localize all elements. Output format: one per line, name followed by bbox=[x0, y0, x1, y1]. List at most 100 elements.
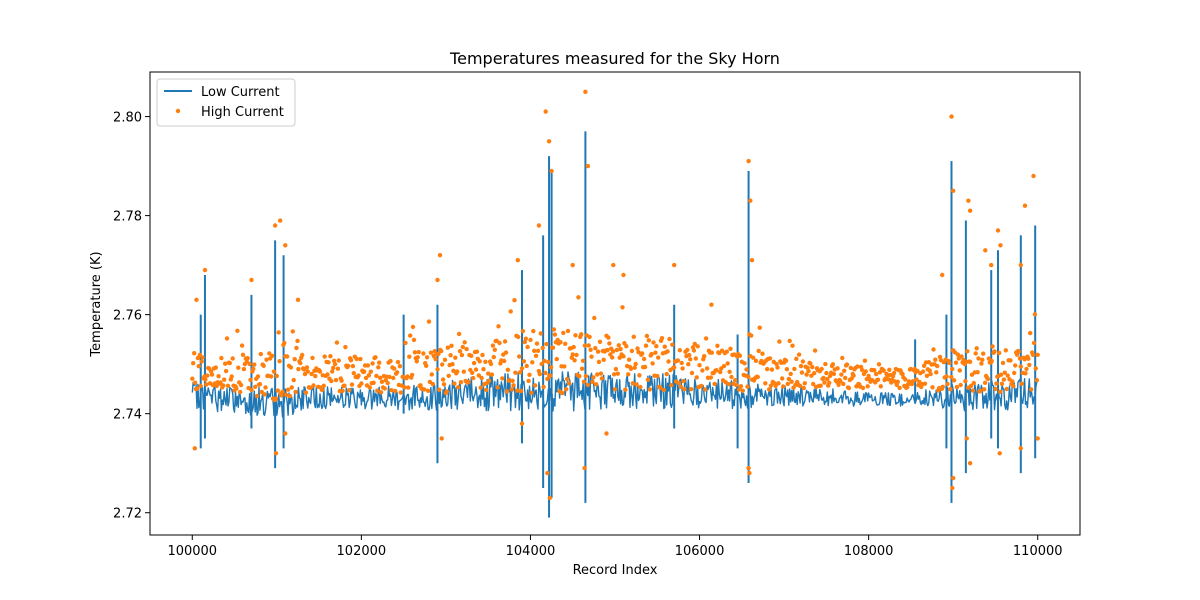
high-current-point bbox=[703, 336, 709, 341]
high-current-point bbox=[1002, 370, 1007, 375]
high-current-point bbox=[569, 355, 574, 360]
high-current-point bbox=[637, 373, 642, 378]
high-current-outlier bbox=[748, 198, 753, 203]
high-current-point bbox=[288, 365, 294, 370]
high-current-point bbox=[945, 381, 950, 387]
high-current-point bbox=[192, 351, 197, 356]
high-current-point bbox=[659, 336, 665, 341]
high-current-outlier bbox=[746, 465, 751, 471]
high-current-point bbox=[502, 339, 508, 344]
high-current-point bbox=[769, 367, 775, 372]
high-current-point bbox=[279, 393, 284, 398]
high-current-outlier bbox=[192, 446, 197, 451]
high-current-point bbox=[440, 362, 445, 367]
high-current-point bbox=[542, 358, 547, 364]
high-current-point bbox=[632, 365, 637, 370]
high-current-point bbox=[577, 374, 582, 379]
high-current-point bbox=[415, 355, 420, 360]
y-axis: 2.72 2.74 2.76 2.78 2.80 bbox=[113, 111, 150, 522]
high-current-point bbox=[319, 387, 325, 393]
high-current-point bbox=[878, 384, 883, 389]
high-current-point bbox=[205, 373, 210, 378]
high-current-outlier bbox=[998, 243, 1003, 248]
high-current-outlier bbox=[966, 198, 971, 203]
high-current-point bbox=[636, 349, 641, 355]
high-current-point bbox=[999, 381, 1005, 386]
high-current-point bbox=[376, 365, 381, 370]
high-current-point bbox=[293, 389, 298, 395]
high-current-point bbox=[252, 362, 257, 367]
high-current-point bbox=[492, 347, 497, 352]
high-current-point bbox=[533, 353, 539, 358]
high-current-point bbox=[509, 387, 514, 392]
high-current-point bbox=[379, 379, 385, 384]
high-current-point bbox=[566, 381, 572, 386]
high-current-point bbox=[682, 387, 687, 392]
high-current-point bbox=[213, 365, 218, 370]
high-current-point bbox=[328, 354, 333, 359]
high-current-outlier bbox=[949, 114, 954, 119]
high-current-point bbox=[702, 354, 707, 359]
high-current-point bbox=[530, 360, 535, 365]
high-current-point bbox=[490, 343, 496, 348]
high-current-point bbox=[474, 349, 480, 354]
high-current-point bbox=[511, 383, 516, 388]
high-current-point bbox=[433, 356, 438, 362]
high-current-point bbox=[792, 366, 797, 372]
high-current-point bbox=[823, 361, 828, 367]
high-current-point bbox=[691, 348, 697, 353]
high-current-point bbox=[554, 356, 559, 362]
high-current-point bbox=[728, 346, 733, 351]
high-current-point bbox=[645, 377, 651, 382]
high-current-point bbox=[949, 374, 954, 380]
high-current-point bbox=[989, 358, 994, 364]
high-current-point bbox=[368, 369, 373, 374]
high-current-point bbox=[714, 368, 719, 373]
x-tick-label: 102000 bbox=[337, 544, 387, 559]
high-current-point bbox=[394, 370, 400, 375]
high-current-point bbox=[675, 358, 681, 363]
high-current-point bbox=[796, 352, 802, 357]
high-current-point bbox=[393, 388, 398, 394]
high-current-point bbox=[685, 347, 690, 353]
high-current-point bbox=[222, 377, 227, 382]
high-current-point bbox=[927, 368, 932, 373]
high-current-point bbox=[313, 373, 318, 379]
high-current-point bbox=[245, 356, 250, 361]
high-current-point bbox=[651, 340, 656, 345]
high-current-point bbox=[718, 369, 723, 375]
high-current-point bbox=[965, 349, 970, 354]
high-current-point bbox=[362, 369, 367, 374]
high-current-point bbox=[794, 356, 799, 361]
high-current-point bbox=[693, 356, 698, 361]
high-current-point bbox=[777, 339, 782, 344]
high-current-point bbox=[1008, 358, 1013, 363]
high-current-outlier bbox=[951, 475, 956, 481]
high-current-outlier bbox=[582, 465, 587, 471]
high-current-point bbox=[935, 363, 940, 369]
high-current-point bbox=[629, 348, 635, 354]
high-current-point bbox=[551, 327, 557, 332]
high-current-point bbox=[811, 381, 816, 387]
high-current-outlier bbox=[437, 253, 443, 258]
high-current-outlier bbox=[611, 262, 616, 268]
high-current-point bbox=[322, 354, 327, 359]
high-current-point bbox=[280, 389, 285, 394]
high-current-point bbox=[647, 387, 652, 392]
high-current-point bbox=[1024, 366, 1029, 372]
high-current-point bbox=[766, 387, 772, 392]
high-current-point bbox=[846, 385, 852, 391]
high-current-point bbox=[563, 341, 568, 346]
high-current-outlier bbox=[1035, 436, 1040, 441]
high-current-point bbox=[587, 334, 592, 340]
high-current-point bbox=[729, 374, 734, 380]
high-current-point bbox=[510, 378, 515, 383]
high-current-point bbox=[478, 385, 483, 390]
high-current-outlier bbox=[1018, 262, 1023, 268]
high-current-point bbox=[887, 367, 892, 372]
high-current-point bbox=[349, 382, 355, 387]
high-current-point bbox=[886, 377, 891, 382]
high-current-outlier bbox=[672, 262, 677, 268]
high-current-point bbox=[738, 384, 744, 389]
high-current-outlier bbox=[746, 158, 751, 164]
